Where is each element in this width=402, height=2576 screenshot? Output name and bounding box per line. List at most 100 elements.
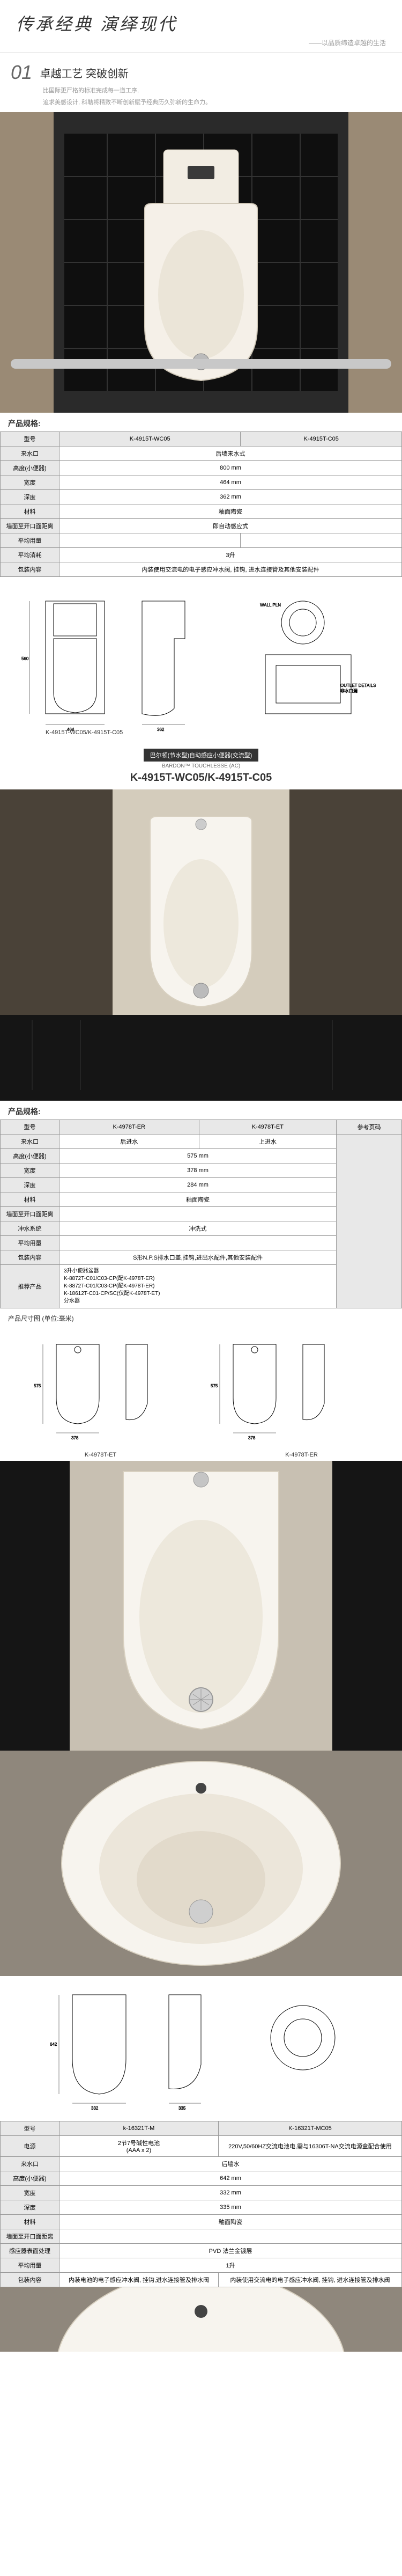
t2-r4l: 深度 bbox=[1, 1178, 59, 1192]
product-photo-3 bbox=[0, 1461, 402, 1751]
t2-r6l: 墙面至开口面距离 bbox=[1, 1207, 59, 1221]
t2-r7v: 冲洗式 bbox=[59, 1221, 337, 1236]
t1-r4v: 362 mm bbox=[59, 490, 402, 504]
t2-r2l: 高度(小便器) bbox=[1, 1149, 59, 1163]
t1-r6l: 墙面至开口面距离 bbox=[1, 519, 59, 533]
t3-r1l: 电源 bbox=[1, 2136, 59, 2157]
t2-r7l: 冲水系统 bbox=[1, 1221, 59, 1236]
t3-r2v: 后墙水 bbox=[59, 2157, 402, 2171]
t1-r8l: 平均消耗 bbox=[1, 548, 59, 562]
t2-r10v: 3升小便器盆器 K-8872T-C01/C03-CP(配K-4978T-ER) … bbox=[59, 1265, 337, 1308]
t2-r5v: 釉面陶瓷 bbox=[59, 1192, 337, 1207]
t2-r1v2: 上进水 bbox=[199, 1135, 337, 1149]
model-bar-label: 巴尔顿(节水型)自动感应小便器(交流型) bbox=[144, 749, 259, 762]
t1-h1: 型号 bbox=[1, 432, 59, 447]
section-01-bar: 01 卓越工艺 突破创新 比国际更严格的标准完成每一道工序, 追求美感设计, 科… bbox=[0, 53, 402, 112]
t1-h2: K-4915T-WC05 bbox=[59, 432, 241, 447]
t3-r5v: 335 mm bbox=[59, 2200, 402, 2215]
t3-h1: 型号 bbox=[1, 2121, 59, 2136]
t2-r3l: 宽度 bbox=[1, 1163, 59, 1178]
t1-r5l: 材料 bbox=[1, 504, 59, 519]
section-desc-1: 比国际更严格的标准完成每一道工序, bbox=[43, 86, 391, 96]
t3-r10l: 包装内容 bbox=[1, 2273, 59, 2287]
svg-text:332: 332 bbox=[91, 2106, 99, 2111]
tech-drawing-1: 560 464 362 WALL PLN OUTLET DETAILS 非水口漏… bbox=[0, 577, 402, 743]
model-bar-sublabel: BARDON™ TOUCHLESSE (AC) bbox=[5, 763, 397, 769]
t3-r4v: 332 mm bbox=[59, 2186, 402, 2200]
t3-r4l: 宽度 bbox=[1, 2186, 59, 2200]
product-photo-4 bbox=[0, 1751, 402, 1976]
t3-r6l: 材料 bbox=[1, 2215, 59, 2229]
t3-r9v: 1升 bbox=[59, 2258, 402, 2273]
t1-r1l: 来水口 bbox=[1, 447, 59, 461]
t2-r1l: 来水口 bbox=[1, 1135, 59, 1149]
tech-drawing-2: 575 378 575 378 bbox=[0, 1326, 402, 1449]
spec-table-3: 型号k-16321T-MK-16321T-MC05 电源2节7号碱性电池 (AA… bbox=[0, 2121, 402, 2287]
t3-r1v1: 2节7号碱性电池 (AAA x 2) bbox=[59, 2136, 219, 2157]
t2-r8v bbox=[59, 1236, 337, 1250]
t2-r3v: 378 mm bbox=[59, 1163, 337, 1178]
product-photo-5 bbox=[0, 2287, 402, 2352]
drawing2-right: K-4978T-ER bbox=[201, 1449, 402, 1461]
t1-r7v2 bbox=[241, 533, 402, 548]
header-subtitle: ——以品质缔造卓越的生活 bbox=[16, 38, 386, 47]
t3-r5l: 深度 bbox=[1, 2200, 59, 2215]
t1-r9v: 内装使用交流电的电子感应冲水阀, 挂钩, 进水连接管及其他安装配件 bbox=[59, 562, 402, 577]
t1-r2l: 高度(小便器) bbox=[1, 461, 59, 475]
svg-text:362: 362 bbox=[157, 727, 165, 732]
svg-text:378: 378 bbox=[71, 1436, 79, 1440]
t1-r8v: 3升 bbox=[59, 548, 402, 562]
t1-r3l: 宽度 bbox=[1, 475, 59, 490]
t2-h4: 参考页码 bbox=[337, 1120, 402, 1135]
drawing2-left: K-4978T-ET bbox=[0, 1449, 201, 1461]
t2-h2: K-4978T-ER bbox=[59, 1120, 199, 1135]
model-bar-code: K-4915T-WC05/K-4915T-C05 bbox=[5, 772, 397, 784]
svg-text:K-4915T-WC05/K-4915T-C05: K-4915T-WC05/K-4915T-C05 bbox=[46, 729, 123, 735]
drawing-captions: K-4978T-ET K-4978T-ER bbox=[0, 1449, 402, 1461]
page-header: 传承经典 演绎现代 ——以品质缔造卓越的生活 bbox=[0, 0, 402, 53]
svg-text:642: 642 bbox=[50, 2042, 57, 2047]
t3-r10v2: 内装使用交流电的电子感应冲水阀, 挂钩, 进水连接管及排水阀 bbox=[218, 2273, 401, 2287]
spec-table-1: 型号K-4915T-WC05K-4915T-C05 来水口后墙来水式 高度(小便… bbox=[0, 431, 402, 577]
t1-h3: K-4915T-C05 bbox=[241, 432, 402, 447]
spec-header-1: 产品规格: bbox=[0, 413, 402, 431]
t1-r3v: 464 mm bbox=[59, 475, 402, 490]
t1-r7l: 平均用量 bbox=[1, 533, 59, 548]
svg-text:575: 575 bbox=[34, 1384, 41, 1388]
header-title: 传承经典 演绎现代 bbox=[16, 11, 386, 35]
t1-r6v: 即自动感应式 bbox=[59, 519, 402, 533]
svg-text:575: 575 bbox=[211, 1384, 218, 1388]
t2-r4v: 284 mm bbox=[59, 1178, 337, 1192]
product-photo-2 bbox=[0, 789, 402, 1101]
dim-header: 产品尺寸图 (单位:毫米) bbox=[0, 1308, 402, 1326]
t3-r8v: PVD 法兰金镀层 bbox=[59, 2244, 402, 2258]
svg-text:335: 335 bbox=[178, 2106, 186, 2111]
spec-header-2: 产品规格: bbox=[0, 1101, 402, 1119]
product-photo-1 bbox=[0, 112, 402, 413]
t1-r7v1 bbox=[59, 533, 241, 548]
t3-h3: K-16321T-MC05 bbox=[218, 2121, 401, 2136]
t3-h2: k-16321T-M bbox=[59, 2121, 219, 2136]
t3-r7v bbox=[59, 2229, 402, 2244]
t2-r9v: S形N.P.S排水口盖,挂钩,进出水配件,其他安装配件 bbox=[59, 1250, 337, 1265]
t3-r8l: 感应器表面处理 bbox=[1, 2244, 59, 2258]
t3-r3l: 高度(小便器) bbox=[1, 2171, 59, 2186]
t2-r8l: 平均用量 bbox=[1, 1236, 59, 1250]
t2-ref bbox=[337, 1135, 402, 1308]
t1-r1v: 后墙来水式 bbox=[59, 447, 402, 461]
t2-r9l: 包装内容 bbox=[1, 1250, 59, 1265]
t2-r10l: 推荐产品 bbox=[1, 1265, 59, 1308]
t3-r1v2: 220V,50/60HZ交流电池电,需与16306T-NA交流电源盒配合使用 bbox=[218, 2136, 401, 2157]
t3-r10v1: 内装电池的电子感应冲水阀, 挂钩,进水连接管及排水阀 bbox=[59, 2273, 219, 2287]
t2-h3: K-4978T-ET bbox=[199, 1120, 337, 1135]
section-num: 01 bbox=[11, 61, 32, 84]
t1-r2v: 800 mm bbox=[59, 461, 402, 475]
section-desc-2: 追求美感设计, 科勒将精致不断创新赋予经典历久弥新的生命力。 bbox=[43, 98, 391, 107]
t3-r9l: 平均用量 bbox=[1, 2258, 59, 2273]
svg-text:560: 560 bbox=[21, 656, 29, 661]
spec-table-2: 型号K-4978T-ERK-4978T-ET参考页码 来水口后进水上进水 高度(… bbox=[0, 1119, 402, 1308]
t3-r2l: 来水口 bbox=[1, 2157, 59, 2171]
svg-text:WALL PLN: WALL PLN bbox=[260, 603, 281, 608]
svg-text:OUTLET DETAILS: OUTLET DETAILS bbox=[340, 683, 376, 688]
t3-r3v: 642 mm bbox=[59, 2171, 402, 2186]
